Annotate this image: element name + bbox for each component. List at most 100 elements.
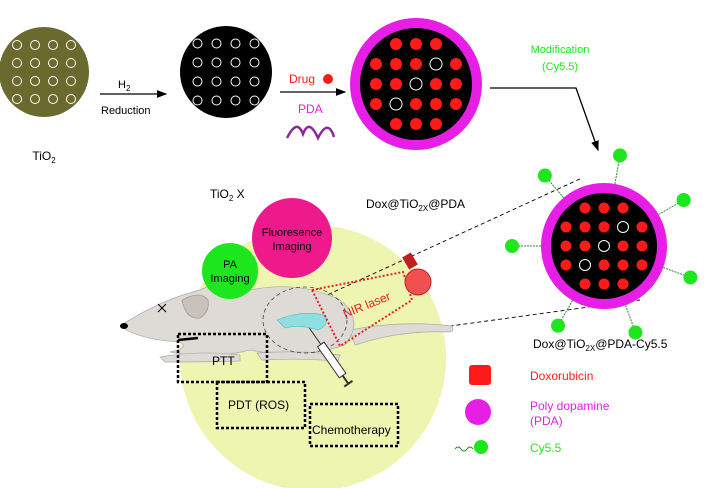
doxorubicin-dot: [390, 38, 402, 50]
doxorubicin-dot: [579, 240, 591, 252]
pda-label: PDA: [298, 102, 323, 116]
pore: [48, 58, 58, 68]
pore: [48, 94, 58, 104]
tio2x-particle: [180, 26, 272, 118]
doxorubicin-dot: [598, 221, 610, 233]
pore: [30, 40, 40, 50]
cy55-linker: [544, 175, 566, 201]
pore: [192, 95, 203, 106]
doxorubicin-dot: [560, 240, 572, 252]
modification-arrow: [490, 87, 599, 152]
pore: [66, 94, 76, 104]
doxorubicin-dot: [430, 78, 442, 90]
doxorubicin-dot: [450, 78, 462, 90]
legend-doxorubicin: Doxorubicin: [530, 369, 593, 383]
pore: [230, 57, 241, 68]
pore: [12, 40, 22, 50]
doxorubicin-dot: [617, 240, 629, 252]
tio2x-label: TiO2 X: [210, 187, 245, 203]
pore: [409, 77, 423, 91]
pore: [249, 38, 260, 49]
doxorubicin-dot: [410, 38, 422, 50]
pa-imaging-circle: [202, 243, 258, 299]
pore: [230, 95, 241, 106]
cy55-linker: [655, 199, 684, 217]
tio2-particle: [0, 27, 89, 117]
dox-pda-cy55-particle: [505, 148, 698, 340]
pore: [211, 95, 222, 106]
doxorubicin-dot: [410, 58, 422, 70]
h2-label: H2: [118, 79, 131, 93]
pore: [249, 57, 260, 68]
ptt-label: PTT: [212, 354, 235, 368]
doxorubicin-dot: [390, 78, 402, 90]
doxorubicin-dot: [636, 221, 648, 233]
cy55-linker: [660, 266, 691, 278]
legend-cy55: Cy5.5: [530, 441, 562, 455]
pore: [30, 94, 40, 104]
pda-wave-icon: [285, 125, 336, 141]
pores: [12, 40, 76, 104]
doxorubicin-dot: [450, 98, 462, 110]
pore: [66, 76, 76, 86]
pore: [66, 58, 76, 68]
pore: [30, 76, 40, 86]
pore: [12, 94, 22, 104]
pore: [211, 57, 222, 68]
pore: [12, 76, 22, 86]
pores: [192, 38, 260, 106]
nir-laser-beam: [310, 270, 414, 348]
pore: [249, 95, 260, 106]
cy55-bead: [683, 270, 698, 285]
doxorubicin-legend-icon: [469, 365, 491, 385]
pore: [48, 76, 58, 86]
doxorubicin-dot: [390, 118, 402, 130]
zoom-line-top: [289, 177, 583, 313]
dox-pda-particle: [350, 18, 482, 150]
reduction-label: Reduction: [101, 105, 151, 117]
pore: [579, 259, 591, 271]
pda-legend-icon: [465, 399, 491, 425]
dox-pda-label: Dox@TiO2X@PDA: [366, 197, 465, 213]
final-label: Dox@TiO2X@PDA-Cy5.5: [533, 337, 668, 353]
pore: [192, 38, 203, 49]
pore: [429, 57, 443, 71]
doxorubicin-dot: [617, 278, 629, 290]
chemo-label: Chemotherapy: [312, 423, 391, 437]
doxorubicin-dot: [410, 118, 422, 130]
fluorescence-imaging-circle: [252, 198, 332, 278]
cy55-bead: [676, 193, 691, 207]
doxorubicin-dot: [560, 221, 572, 233]
pdt-label: PDT (ROS): [228, 398, 289, 412]
cy55-label: (Cy5.5): [542, 61, 578, 73]
pore: [66, 40, 76, 50]
drug-dot-icon: [323, 74, 333, 84]
pore: [12, 58, 22, 68]
pore: [30, 58, 40, 68]
cy55-linker: [557, 297, 575, 326]
cy55-bead: [628, 325, 643, 340]
pore: [48, 40, 58, 50]
cy55-bead: [537, 168, 552, 183]
pore: [230, 76, 241, 87]
pore: [192, 76, 203, 87]
doxorubicin-dot: [370, 78, 382, 90]
doxorubicin-dot: [370, 58, 382, 70]
syringe-icon: [308, 327, 354, 388]
pdt-box: [215, 380, 307, 430]
doxorubicin-dot: [390, 58, 402, 70]
doxorubicin-dot: [579, 278, 591, 290]
pore: [249, 76, 260, 87]
pore: [230, 38, 241, 49]
modification-label: Modification: [531, 44, 590, 56]
fluorescence-label-1: Fluoresence: [262, 227, 323, 239]
legend-pda: Poly dopamine: [530, 399, 610, 413]
doxorubicin-dot: [636, 240, 648, 252]
pa-label-1: PA: [223, 259, 238, 271]
doxorubicin-dot: [430, 118, 442, 130]
doxorubicin-dot: [579, 202, 591, 214]
fluorescence-label-2: Imaging: [272, 241, 311, 253]
pa-label-2: Imaging: [210, 273, 249, 285]
cy55-linker: [624, 302, 636, 333]
